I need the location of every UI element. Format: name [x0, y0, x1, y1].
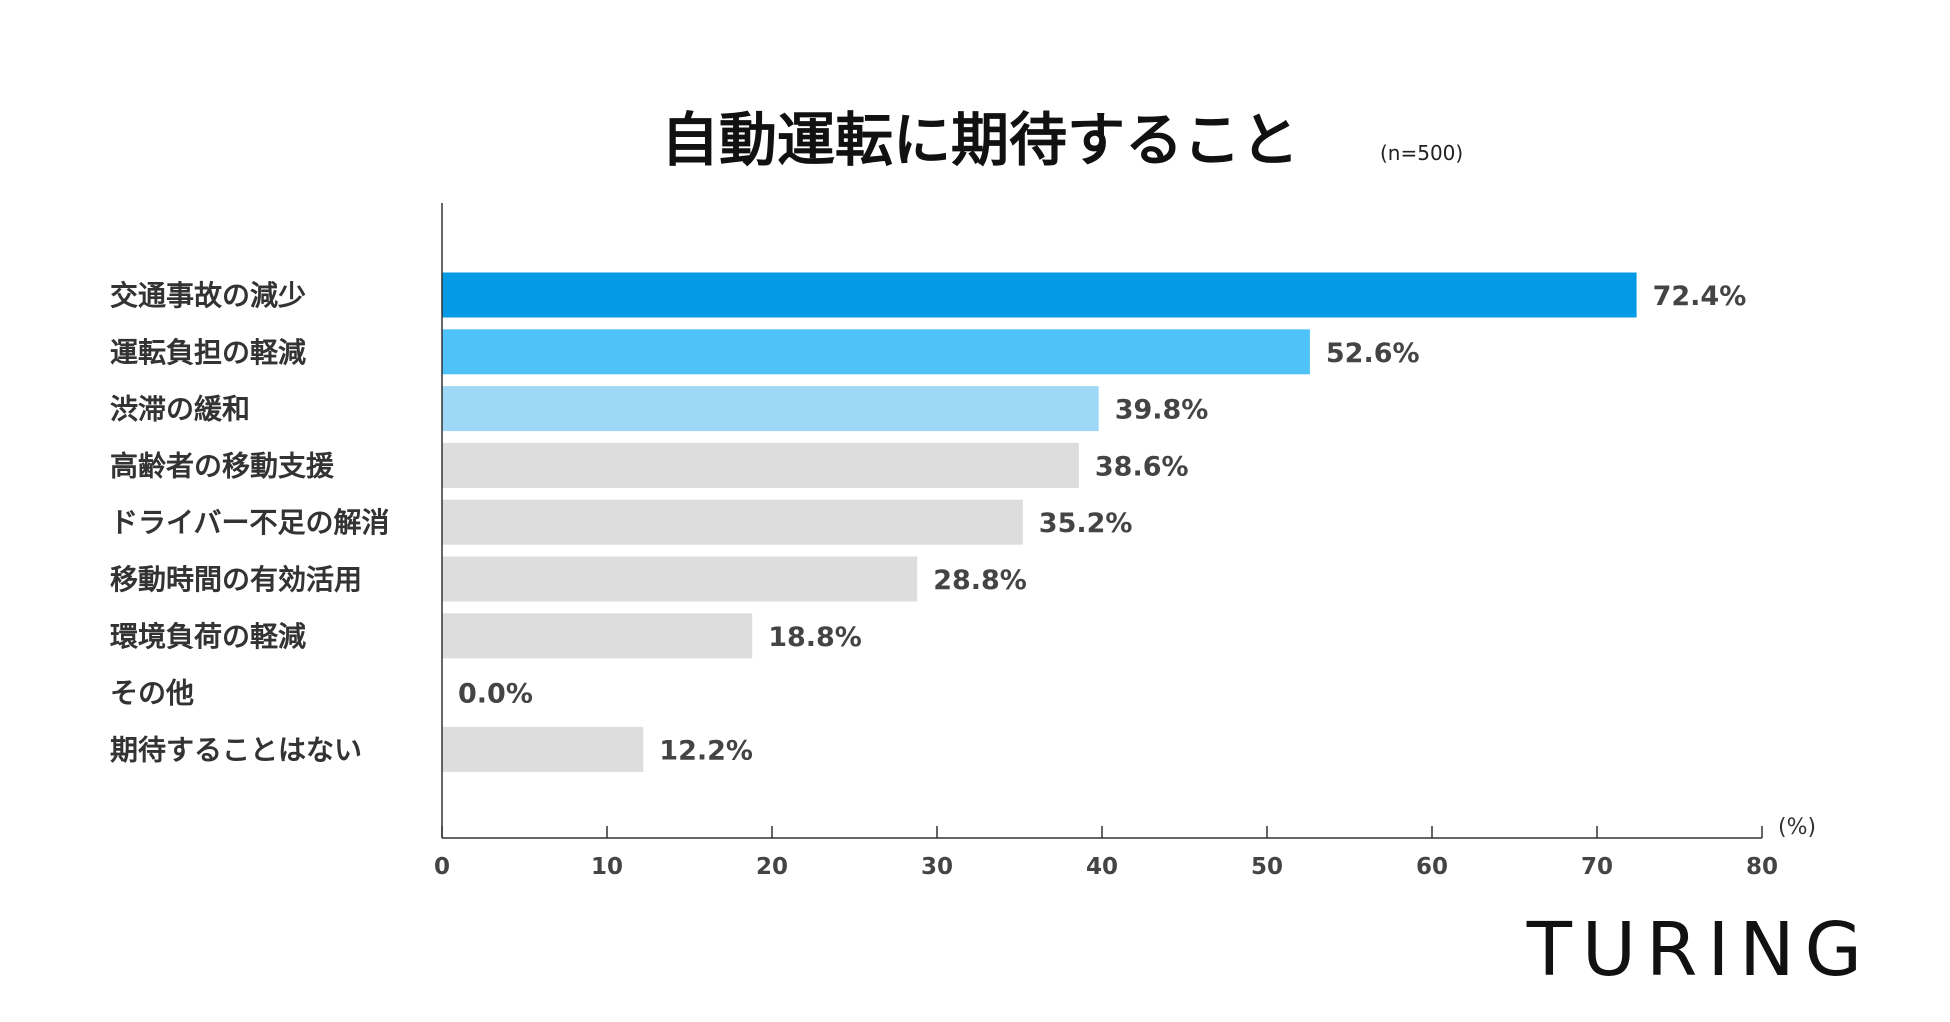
category-label: 移動時間の有効活用	[110, 563, 362, 596]
value-label: 39.8%	[1115, 395, 1209, 426]
category-label: ドライバー不足の解消	[110, 506, 389, 539]
category-label: 高齢者の移動支援	[110, 449, 335, 482]
bar	[442, 613, 753, 659]
value-label: 38.6%	[1095, 451, 1189, 482]
category-label: 交通事故の減少	[110, 279, 306, 312]
value-label: 52.6%	[1326, 338, 1420, 369]
unit-label: (%)	[1778, 815, 1816, 840]
turing-logo: TURING	[1526, 907, 1872, 993]
value-label: 18.8%	[768, 622, 862, 653]
bar	[442, 442, 1079, 488]
x-tick-label: 60	[1416, 854, 1448, 880]
x-tick-label: 70	[1581, 854, 1613, 880]
x-tick-label: 40	[1086, 854, 1118, 880]
category-label: 運転負担の軽減	[110, 336, 306, 369]
category-label: その他	[110, 677, 194, 710]
x-tick-label: 30	[921, 854, 953, 880]
bar	[442, 386, 1099, 432]
value-label: 35.2%	[1039, 508, 1133, 539]
bar	[442, 556, 918, 602]
chart-title: 自動運転に期待すること	[661, 106, 1299, 174]
category-label: 期待することはない	[110, 733, 362, 766]
value-label: 72.4%	[1653, 281, 1747, 312]
sample-size-label: (n=500)	[1380, 141, 1463, 165]
x-tick-label: 0	[434, 854, 450, 880]
x-tick-label: 50	[1251, 854, 1283, 880]
category-label: 渋滞の緩和	[110, 393, 250, 426]
x-tick-label: 80	[1746, 854, 1778, 880]
value-label: 0.0%	[458, 679, 533, 710]
value-label: 12.2%	[659, 735, 753, 766]
x-tick-label: 20	[756, 854, 788, 880]
bar	[442, 329, 1310, 375]
bar	[442, 499, 1023, 545]
bars-group: 交通事故の減少 72.4% 運転負担の軽減 52.6% 渋滞の緩和 39.8% 高齢者の移動…	[110, 272, 1747, 772]
bar	[442, 272, 1637, 318]
value-label: 28.8%	[933, 565, 1027, 596]
axis-group: 0 10 20 30 40 50 60 70 80	[434, 203, 1778, 880]
bar	[442, 726, 644, 772]
logo-text: TURING	[1526, 907, 1872, 993]
x-tick-label: 10	[591, 854, 623, 880]
category-label: 環境負荷の軽減	[110, 620, 306, 653]
